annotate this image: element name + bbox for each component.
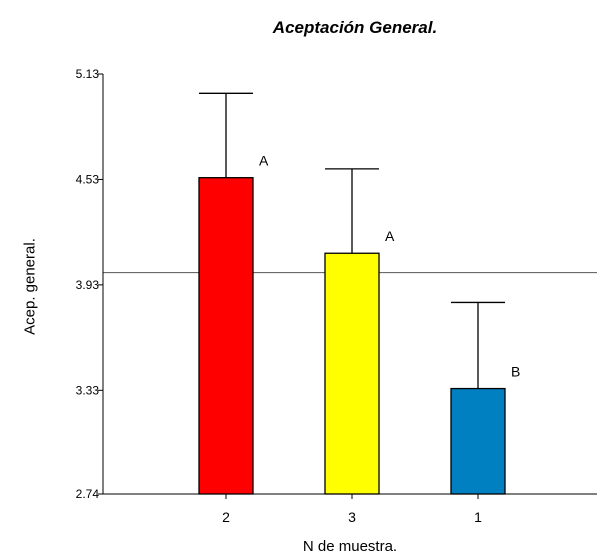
bar-3: [324, 252, 380, 495]
y-tick-label: 4.53: [76, 172, 100, 186]
y-tick-label: 5.13: [76, 67, 100, 81]
bar-2: [198, 177, 254, 495]
x-tick-label-2: 2: [222, 509, 230, 525]
significance-label-3: A: [385, 228, 395, 244]
x-axis-label: N de muestra.: [302, 538, 398, 555]
x-tick-label-3: 3: [348, 509, 356, 525]
chart-title: Aceptación General.: [272, 18, 438, 37]
y-tick-label: 3.33: [76, 383, 100, 397]
x-tick-label-1: 1: [474, 509, 482, 525]
y-tick-label: 2.74: [76, 487, 100, 501]
significance-label-1: B: [511, 364, 520, 380]
y-tick-label: 3.93: [76, 278, 100, 292]
bar-1: [450, 387, 506, 495]
significance-label-2: A: [259, 153, 269, 169]
